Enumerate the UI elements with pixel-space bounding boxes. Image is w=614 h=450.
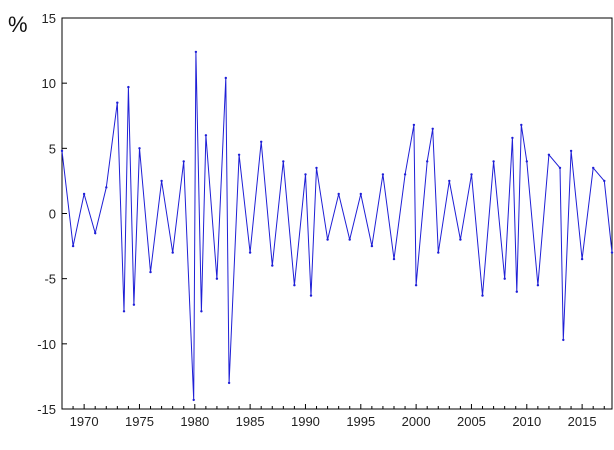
data-point <box>437 251 440 254</box>
data-point <box>414 284 418 287</box>
data-point <box>392 257 396 261</box>
data-point <box>562 338 565 342</box>
data-point <box>304 173 307 176</box>
data-point <box>192 398 195 402</box>
x-tick-label: 1995 <box>346 414 375 429</box>
data-point <box>470 173 473 176</box>
data-point <box>94 231 97 235</box>
x-tick-label: 2015 <box>568 414 597 429</box>
data-point <box>309 294 313 297</box>
data-point <box>224 76 227 80</box>
y-tick-label: 5 <box>49 141 56 156</box>
data-point <box>215 277 219 280</box>
data-point <box>138 147 141 150</box>
data-point <box>200 310 203 313</box>
y-tick-label: -15 <box>37 402 56 417</box>
data-point <box>71 244 75 248</box>
plot-frame <box>61 17 613 410</box>
data-point <box>580 257 584 261</box>
data-point <box>337 192 340 196</box>
series-line <box>61 51 613 400</box>
data-point <box>204 134 208 137</box>
axis-layer: 15 10 5 0 -5 -10 -15 1970 1975 1980 1985 1990 1995 20… <box>37 11 605 429</box>
data-point <box>370 244 374 248</box>
y-tick-label: 15 <box>42 11 56 26</box>
y-tick-label: 10 <box>42 76 56 91</box>
data-point <box>515 290 518 293</box>
x-tick-label: 2000 <box>402 414 431 429</box>
data-point <box>503 277 506 280</box>
data-point <box>132 303 136 306</box>
data-point <box>592 166 595 170</box>
data-point <box>481 294 484 297</box>
data-point <box>547 153 551 156</box>
data-point <box>82 192 86 196</box>
data-point <box>431 127 434 130</box>
x-tick-label: 1985 <box>236 414 265 429</box>
x-tick-label: 1975 <box>125 414 154 429</box>
data-point <box>381 173 385 176</box>
data-point <box>520 123 523 127</box>
x-tick-label: 1980 <box>180 414 209 429</box>
data-point <box>260 140 263 143</box>
x-tick-label: 1970 <box>70 414 99 429</box>
data-point <box>569 149 573 153</box>
data-point <box>403 173 407 176</box>
data-point <box>412 123 416 127</box>
data-point <box>293 284 296 287</box>
data-point <box>536 284 540 287</box>
data-point <box>282 160 285 163</box>
data-point <box>160 179 163 183</box>
y-tick-label: -5 <box>44 272 56 287</box>
data-point <box>492 160 495 163</box>
data-point <box>271 264 274 267</box>
x-tick-label: 2005 <box>457 414 486 429</box>
data-point <box>122 310 126 313</box>
data-point <box>127 85 130 89</box>
y-tick-label: -10 <box>37 337 56 352</box>
data-point <box>315 166 318 170</box>
y-tick-label: 0 <box>49 207 56 222</box>
data-point <box>359 192 362 196</box>
series-layer <box>60 50 614 402</box>
data-point <box>248 251 252 254</box>
data-point <box>149 270 152 274</box>
data-point <box>171 251 174 254</box>
data-point <box>448 179 451 183</box>
data-point <box>426 160 429 163</box>
y-unit-label: % <box>8 12 28 37</box>
data-point <box>237 153 241 156</box>
data-point <box>105 186 108 189</box>
data-point <box>116 101 119 104</box>
data-point <box>60 149 64 153</box>
data-point <box>525 160 528 163</box>
x-tick-label: 1990 <box>291 414 320 429</box>
data-point <box>348 238 351 241</box>
data-point <box>227 381 231 385</box>
data-point <box>194 50 198 54</box>
data-point <box>558 166 562 170</box>
data-point <box>182 160 185 163</box>
data-point <box>603 179 606 183</box>
data-point <box>610 251 614 254</box>
data-point <box>511 136 514 140</box>
data-point <box>326 238 329 241</box>
data-point <box>459 238 462 241</box>
x-tick-label: 2010 <box>512 414 541 429</box>
